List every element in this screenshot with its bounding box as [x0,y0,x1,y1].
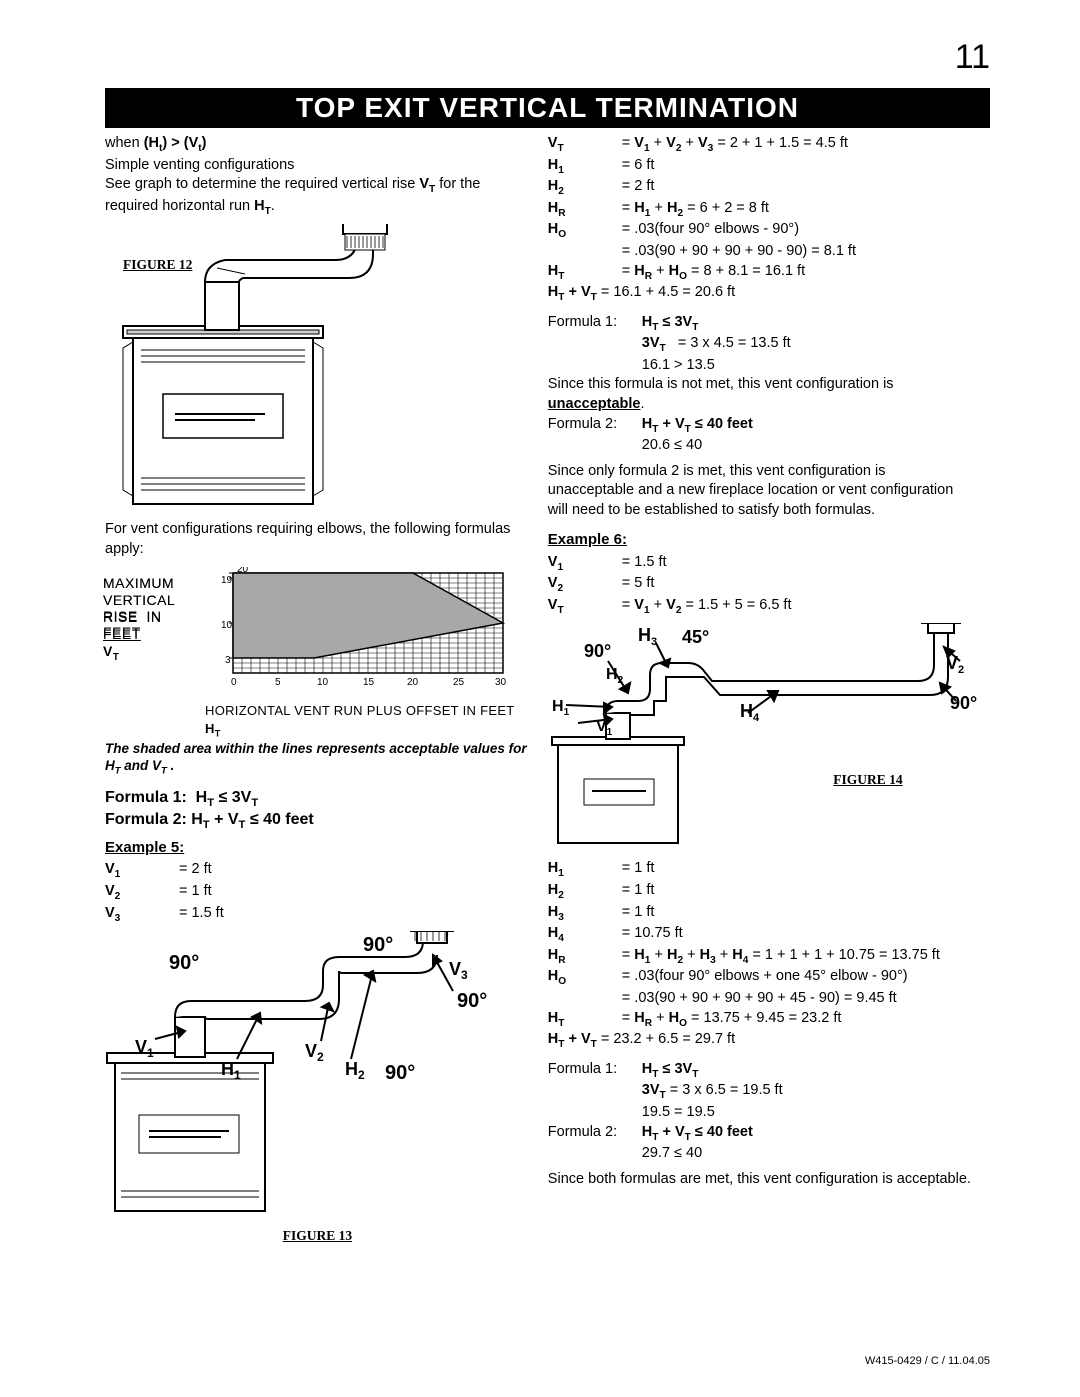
see-graph: See graph to determine the required vert… [105,175,530,218]
svg-text:90°: 90° [169,952,199,974]
graph-svg: 3 10 19 20 0 5 10 15 20 25 30 [205,567,515,697]
elbows-intro: For vent configurations requiring elbows… [105,520,530,559]
graph-note: The shaded area within the lines represe… [105,741,530,777]
graph-x-label: HORIZONTAL VENT RUN PLUS OFFSET IN FEET … [205,702,530,739]
svg-text:30: 30 [495,677,507,688]
svg-text:10: 10 [317,677,329,688]
since-2: Since only formula 2 is met, this vent c… [548,462,973,521]
svg-text:45°: 45° [682,627,709,647]
since-1: Since this formula is not met, this vent… [548,375,973,414]
svg-text:V3: V3 [449,959,468,982]
formula-2: Formula 2: HT + VT ≤ 40 feet [105,810,530,832]
svg-text:H2: H2 [345,1059,365,1082]
right-column: VT= V1 + V2 + V3 = 2 + 1 + 1.5 = 4.5 ft … [548,134,973,1247]
page-number: 11 [955,38,990,77]
ex5-v2: V2= 1 ft [105,882,530,904]
figure-13-svg: 90° 90° 90° 90° V1 H1 V2 H2 V3 [105,931,505,1221]
svg-text:15: 15 [363,677,375,688]
formulas: Formula 1: HT ≤ 3VT Formula 2: HT + VT ≤… [105,788,530,832]
ex5-v3: V3= 1.5 ft [105,904,530,926]
figure-12-label: FIGURE 12 [123,256,192,274]
footer: W415-0429 / C / 11.04.05 [865,1355,990,1367]
when-line: when (Ht) > (Vt) [105,134,530,156]
svg-text:3: 3 [225,655,231,666]
svg-text:5: 5 [275,677,281,688]
svg-text:90°: 90° [950,693,977,713]
svg-text:90°: 90° [363,934,393,956]
svg-text:V1: V1 [135,1037,154,1060]
left-column: when (Ht) > (Vt) Simple venting configur… [105,134,530,1247]
figure-14-label: FIGURE 14 [833,771,902,789]
svg-text:90°: 90° [385,1062,415,1084]
svg-text:19: 19 [221,575,233,586]
svg-text:H3: H3 [638,625,657,648]
svg-text:90°: 90° [457,990,487,1012]
section-title: TOP EXIT VERTICAL TERMINATION [105,88,990,128]
ex5-v1: V1= 2 ft [105,860,530,882]
figure-14-svg: 90° H3 45° H2 H1 V1 H4 V2 90° [548,623,978,853]
svg-text:20: 20 [407,677,419,688]
graph-container: MAXIMUM VERTICAL RISE IN FEET MAXIMUM VE… [205,567,530,739]
figure-13-label: FIGURE 13 [105,1227,530,1247]
svg-text:0: 0 [231,677,237,688]
since-6: Since both formulas are met, this vent c… [548,1170,973,1190]
formula-1: Formula 1: HT ≤ 3VT [105,788,530,810]
simple-line: Simple venting configurations [105,156,530,176]
svg-text:10: 10 [221,620,233,631]
svg-text:H1: H1 [552,698,570,718]
example-5-header: Example 5: [105,838,530,858]
figure-14: 90° H3 45° H2 H1 V1 H4 V2 90° [548,623,973,853]
example-6-header: Example 6: [548,530,973,550]
svg-text:20: 20 [237,567,249,575]
svg-text:90°: 90° [584,641,611,661]
svg-text:V2: V2 [305,1041,324,1064]
svg-text:25: 25 [453,677,465,688]
figure-12: FIGURE 12 [105,224,530,514]
